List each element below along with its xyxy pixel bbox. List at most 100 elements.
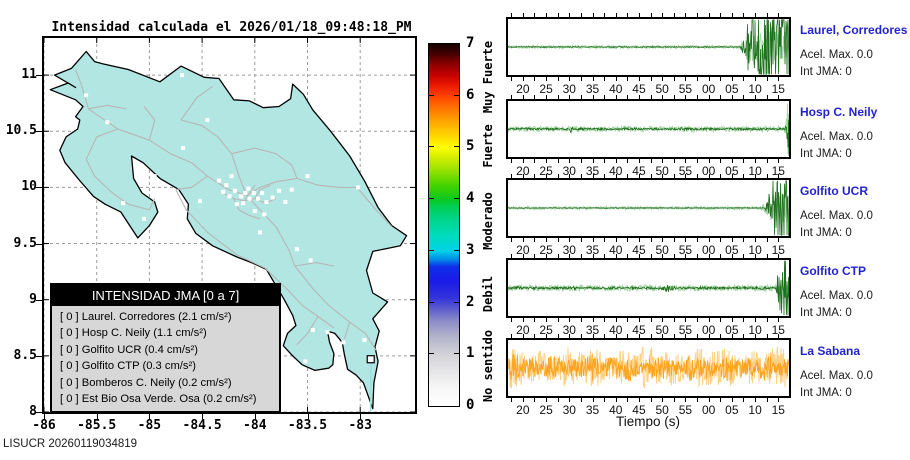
seismo-tick — [697, 77, 699, 81]
seismo-tick — [534, 398, 536, 402]
seismo-tick — [778, 254, 780, 258]
seismo-tick — [766, 174, 768, 178]
seismogram-trace-canvas — [507, 180, 790, 236]
seismo-station-name: Hosp C. Neily — [800, 105, 878, 119]
station-marker — [180, 73, 185, 78]
seismo-x-tick-label: 15 — [771, 164, 785, 178]
seismo-x-tick-label: 50 — [655, 403, 669, 417]
seismo-tick — [627, 318, 629, 322]
seismo-tick — [627, 13, 629, 17]
seismo-x-tick-label: 30 — [562, 82, 576, 96]
seismo-tick — [557, 318, 559, 322]
seismo-tick — [615, 174, 617, 178]
seismo-tick — [743, 254, 745, 258]
seismo-tick — [604, 254, 606, 258]
seismo-x-tick-label: 20 — [516, 403, 530, 417]
seismo-tick — [650, 77, 652, 81]
seismo-tick — [766, 254, 768, 258]
seismo-tick — [743, 238, 745, 242]
colorbar-tick — [454, 146, 459, 148]
seismo-tick — [604, 95, 606, 99]
station-marker — [105, 120, 110, 125]
seismo-tick — [731, 13, 733, 17]
colorbar-tick — [429, 249, 434, 251]
seismo-x-tick-label: 10 — [748, 243, 762, 257]
seismo-x-tick-label: 05 — [725, 323, 739, 337]
seismo-tick — [778, 13, 780, 17]
seismo-x-tick-label: 15 — [771, 243, 785, 257]
seismo-tick — [638, 159, 640, 163]
seismo-tick — [511, 77, 513, 81]
seismo-tick — [627, 398, 629, 402]
colorbar-category-label: No sentido — [481, 330, 495, 403]
seismo-x-tick-label: 25 — [539, 82, 553, 96]
seismo-tick — [720, 159, 722, 163]
seismo-tick — [638, 254, 640, 258]
seismo-tick — [697, 159, 699, 163]
seismo-tick — [766, 334, 768, 338]
seismo-tick — [662, 334, 664, 338]
colorbar-tick — [429, 146, 434, 148]
seismo-tick — [604, 398, 606, 402]
map-y-tick-label: 11 — [21, 67, 37, 83]
map-x-tick — [307, 414, 309, 419]
seismo-x-tick-label: 55 — [678, 82, 693, 96]
seismo-x-tick-label: 45 — [632, 164, 646, 178]
seismo-tick — [604, 159, 606, 163]
seismo-tick — [546, 254, 548, 258]
seismo-tick — [662, 174, 664, 178]
watermark-text: LISUCR 20260119034819 — [3, 438, 138, 450]
seismo-tick — [720, 318, 722, 322]
station-marker — [247, 196, 252, 201]
seismo-tick — [592, 238, 594, 242]
map-x-tick — [202, 414, 204, 419]
seismo-tick — [697, 398, 699, 402]
station-marker — [171, 188, 176, 193]
seismo-x-tick-label: 25 — [539, 323, 553, 337]
seismo-tick — [580, 398, 582, 402]
station-marker — [239, 194, 244, 199]
seismo-tick — [662, 159, 664, 163]
map-x-tick-label: -86 — [32, 418, 56, 433]
seismo-tick — [778, 95, 780, 99]
colorbar-category-label: Debil — [481, 275, 495, 312]
station-marker — [255, 196, 260, 201]
waveform-trace — [507, 119, 790, 157]
seismo-tick — [534, 334, 536, 338]
seismo-x-tick-label: 20 — [516, 323, 530, 337]
seismo-tick — [592, 174, 594, 178]
seismo-tick — [557, 174, 559, 178]
seismo-tick — [685, 318, 687, 322]
seismo-tick — [731, 238, 733, 242]
seismo-tick — [766, 318, 768, 322]
seismo-tick — [708, 398, 710, 402]
seismo-x-tick-label: 55 — [678, 243, 693, 257]
seismo-tick — [604, 174, 606, 178]
seismo-tick — [569, 254, 571, 258]
seismo-x-tick-label: 00 — [701, 403, 716, 417]
seismo-tick — [522, 254, 524, 258]
seismo-tick — [778, 238, 780, 242]
seismo-x-tick-label: 35 — [585, 82, 600, 96]
seismo-x-tick-label: 40 — [609, 403, 623, 417]
seismo-station-name: Laurel, Corredores — [800, 23, 908, 37]
seismo-tick — [755, 238, 757, 242]
seismo-tick — [557, 334, 559, 338]
seismo-tick — [604, 318, 606, 322]
seismo-tick — [662, 238, 664, 242]
station-marker — [246, 186, 251, 191]
colorbar-tick — [454, 94, 459, 96]
seismo-tick — [697, 254, 699, 258]
seismo-tick — [731, 398, 733, 402]
seismo-tick — [755, 95, 757, 99]
seismo-tick — [662, 13, 664, 17]
seismo-x-tick-label: 45 — [632, 243, 646, 257]
colorbar-category-label: Muy Fuerte — [481, 40, 495, 113]
seismo-tick — [546, 318, 548, 322]
seismo-tick — [534, 159, 536, 163]
station-marker — [264, 199, 269, 204]
seismo-tick — [743, 174, 745, 178]
station-marker — [262, 212, 267, 217]
colorbar-tick — [454, 249, 459, 251]
seismo-tick — [511, 318, 513, 322]
